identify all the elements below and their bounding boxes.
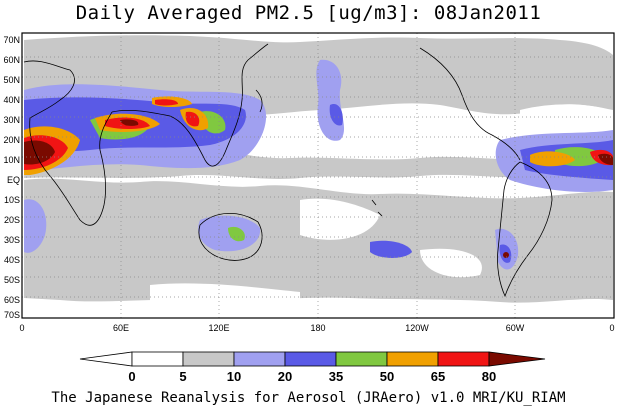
colorbar-label: 10 <box>227 369 241 384</box>
lat-label: EQ <box>7 175 20 185</box>
map-title: Daily Averaged PM2.5 [ug/m3]: 08Jan2011 <box>75 2 542 24</box>
lat-label: 60S <box>4 295 20 305</box>
lat-label: 10N <box>3 155 20 165</box>
colorbar-label: 0 <box>128 369 135 384</box>
lon-label: 60E <box>113 323 129 333</box>
colorbar-label: 65 <box>431 369 445 384</box>
colorbar-swatch-3 <box>233 351 286 367</box>
colorbar-swatch-2 <box>182 351 235 367</box>
colorbar <box>79 351 546 367</box>
lat-label: 40N <box>3 95 20 105</box>
pm25-layer-clean <box>150 104 613 305</box>
colorbar-label: 80 <box>482 369 496 384</box>
colorbar-swatch-6 <box>386 351 439 367</box>
lat-label: 70S <box>4 310 20 320</box>
lat-label: 10S <box>4 195 20 205</box>
credit-line: The Japanese Reanalysis for Aerosol (JRA… <box>51 390 566 406</box>
lon-label: 180 <box>310 323 325 333</box>
colorbar-swatch-0 <box>79 351 133 367</box>
lat-label: 20S <box>4 215 20 225</box>
lat-label: 30N <box>3 115 20 125</box>
lat-label: 20N <box>3 135 20 145</box>
lon-label: 0 <box>19 323 24 333</box>
lon-label: 120E <box>208 323 229 333</box>
lat-label: 30S <box>4 235 20 245</box>
lat-label: 50S <box>4 275 20 285</box>
lon-label: 60W <box>506 323 525 333</box>
lon-axis: 0 60E 120E 180 120W 60W 0 <box>19 323 614 333</box>
lon-label: 120W <box>405 323 429 333</box>
colorbar-swatch-4 <box>284 351 337 367</box>
map-frame <box>21 32 615 319</box>
colorbar-swatch-5 <box>335 351 388 367</box>
grid-lines <box>22 33 614 318</box>
coastlines <box>23 43 553 298</box>
colorbar-labels: 0 5 10 20 35 50 65 80 <box>128 369 496 384</box>
lat-label: 50N <box>3 75 20 85</box>
colorbar-swatch-7 <box>437 351 490 367</box>
pm25-layer-darkred <box>24 119 613 258</box>
lat-label: 40S <box>4 255 20 265</box>
colorbar-label: 20 <box>278 369 292 384</box>
colorbar-label: 5 <box>179 369 186 384</box>
colorbar-swatch-8 <box>488 351 546 367</box>
lat-label: 70N <box>3 35 20 45</box>
lat-label: 60N <box>3 55 20 65</box>
colorbar-swatch-1 <box>131 351 184 367</box>
colorbar-label: 35 <box>329 369 343 384</box>
lon-label: 0 <box>609 323 614 333</box>
lat-axis: 70N 60N 50N 40N 30N 20N 10N EQ 10S 20S 3… <box>3 35 20 320</box>
colorbar-label: 50 <box>380 369 394 384</box>
